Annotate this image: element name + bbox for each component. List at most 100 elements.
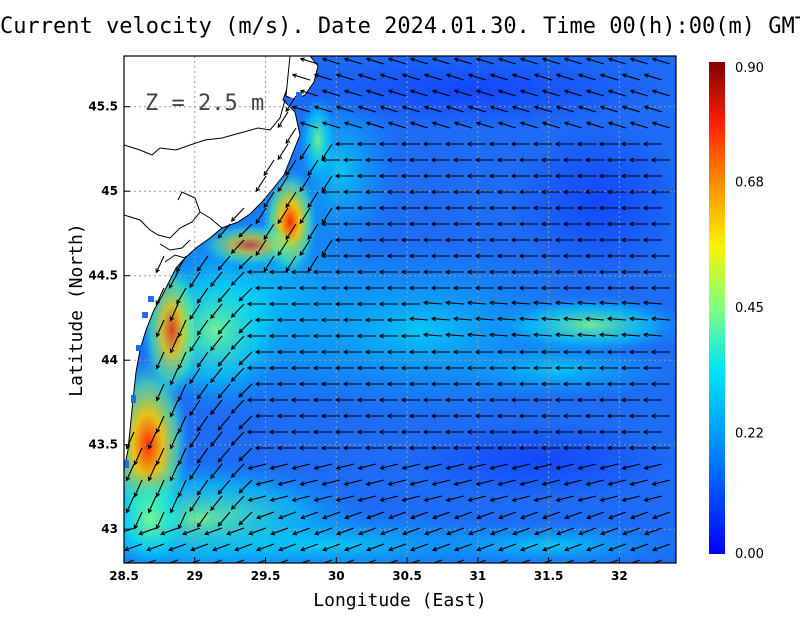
velocity-arrow bbox=[556, 495, 575, 501]
velocity-arrowhead bbox=[276, 413, 282, 419]
velocity-arrow bbox=[321, 239, 333, 256]
velocity-arrowhead bbox=[449, 562, 450, 563]
velocity-arrow bbox=[189, 495, 201, 512]
velocity-arrowhead bbox=[263, 235, 269, 241]
y-tick-label: 44.5 bbox=[88, 269, 118, 283]
velocity-arrowhead bbox=[555, 497, 561, 502]
velocity-arrowhead bbox=[452, 445, 458, 451]
velocity-arrowhead bbox=[321, 155, 327, 161]
velocity-arrow bbox=[476, 479, 495, 485]
y-tick-label: 45.5 bbox=[88, 100, 118, 114]
velocity-arrowhead bbox=[155, 332, 161, 338]
velocity-arrowhead bbox=[196, 458, 202, 464]
velocity-arrow bbox=[564, 479, 583, 485]
velocity-arrowhead bbox=[563, 121, 569, 126]
velocity-arrow bbox=[622, 495, 641, 501]
velocity-arrow bbox=[217, 351, 231, 367]
velocity-arrow bbox=[534, 495, 553, 501]
velocity-arrow bbox=[156, 415, 165, 433]
velocity-arrowhead bbox=[300, 514, 306, 520]
velocity-arrowhead bbox=[155, 524, 161, 530]
velocity-arrowhead bbox=[342, 157, 348, 163]
velocity-arrowhead bbox=[299, 121, 305, 126]
velocity-arrowhead bbox=[554, 300, 560, 306]
velocity-arrowhead bbox=[510, 141, 516, 147]
velocity-arrow bbox=[322, 543, 341, 551]
velocity-arrowhead bbox=[342, 445, 348, 451]
map-title: Current velocity (m/s). Date 2024.01.30.… bbox=[0, 14, 800, 39]
velocity-arrowhead bbox=[622, 530, 628, 536]
velocity-arrowhead bbox=[430, 413, 436, 419]
velocity-arrowhead bbox=[533, 465, 539, 470]
velocity-arrowhead bbox=[476, 546, 482, 552]
velocity-arrowhead bbox=[263, 203, 269, 209]
velocity-arrow bbox=[578, 106, 597, 113]
velocity-arrowhead bbox=[400, 365, 406, 371]
velocity-arrow bbox=[454, 318, 473, 321]
velocity-arrowhead bbox=[378, 333, 384, 339]
velocity-arrowhead bbox=[263, 267, 269, 273]
velocity-arrow bbox=[146, 559, 157, 563]
velocity-arrowhead bbox=[453, 57, 459, 62]
velocity-arrowhead bbox=[652, 514, 658, 520]
velocity-arrow bbox=[608, 122, 627, 129]
velocity-arrowhead bbox=[212, 546, 218, 552]
velocity-arrowhead bbox=[278, 514, 284, 520]
velocity-arrowhead bbox=[422, 269, 428, 275]
velocity-arrowhead bbox=[620, 365, 626, 371]
velocity-arrow bbox=[358, 106, 377, 113]
velocity-arrow bbox=[402, 74, 421, 81]
colorbar-tick-label: 0.68 bbox=[735, 175, 764, 190]
velocity-arrow bbox=[155, 287, 165, 305]
velocity-arrow bbox=[424, 495, 443, 501]
velocity-arrowhead bbox=[230, 377, 236, 382]
velocity-arrow bbox=[424, 302, 443, 305]
velocity-arrowhead bbox=[432, 514, 438, 520]
velocity-arrowhead bbox=[285, 107, 291, 113]
velocity-arrow bbox=[644, 302, 663, 305]
velocity-arrow bbox=[292, 463, 311, 469]
velocity-arrowhead bbox=[563, 89, 569, 94]
velocity-arrowhead bbox=[133, 460, 139, 466]
velocity-arrowhead bbox=[577, 105, 583, 110]
velocity-arrow bbox=[564, 559, 575, 563]
velocity-arrow bbox=[586, 543, 605, 551]
velocity-arrowhead bbox=[628, 316, 634, 322]
velocity-arrowhead bbox=[562, 413, 568, 419]
velocity-arrowhead bbox=[342, 413, 348, 419]
velocity-arrowhead bbox=[642, 300, 648, 306]
velocity-arrowhead bbox=[334, 237, 340, 243]
velocity-arrow bbox=[630, 543, 649, 551]
velocity-arrowhead bbox=[518, 253, 524, 259]
velocity-arrowhead bbox=[519, 89, 525, 94]
velocity-arrow bbox=[432, 318, 451, 321]
velocity-arrow bbox=[498, 479, 517, 485]
velocity-arrowhead bbox=[210, 442, 215, 448]
velocity-arrowhead bbox=[312, 397, 318, 403]
velocity-arrow bbox=[446, 334, 465, 337]
velocity-arrowhead bbox=[364, 157, 370, 163]
velocity-arrowhead bbox=[578, 530, 584, 536]
velocity-arrowhead bbox=[189, 379, 194, 385]
velocity-arrow bbox=[197, 351, 209, 368]
velocity-arrowhead bbox=[642, 205, 648, 211]
velocity-arrow bbox=[285, 223, 297, 240]
velocity-arrowhead bbox=[388, 546, 394, 552]
velocity-arrowhead bbox=[620, 397, 626, 403]
velocity-arrowhead bbox=[365, 121, 371, 126]
velocity-arrowhead bbox=[606, 381, 612, 387]
velocity-arrowhead bbox=[519, 121, 525, 126]
velocity-arrowhead bbox=[515, 562, 516, 563]
velocity-arrowhead bbox=[357, 497, 363, 502]
velocity-arrowhead bbox=[196, 362, 202, 368]
velocity-arrow bbox=[197, 319, 209, 336]
velocity-arrowhead bbox=[562, 285, 568, 291]
velocity-arrowhead bbox=[650, 285, 656, 291]
velocity-arrow bbox=[314, 495, 333, 501]
velocity-arrowhead bbox=[444, 429, 450, 435]
velocity-arrow bbox=[600, 106, 619, 113]
velocity-arrow bbox=[210, 495, 223, 511]
velocity-arrowhead bbox=[599, 73, 605, 78]
velocity-arrow bbox=[630, 511, 649, 519]
velocity-arrow bbox=[520, 559, 531, 563]
